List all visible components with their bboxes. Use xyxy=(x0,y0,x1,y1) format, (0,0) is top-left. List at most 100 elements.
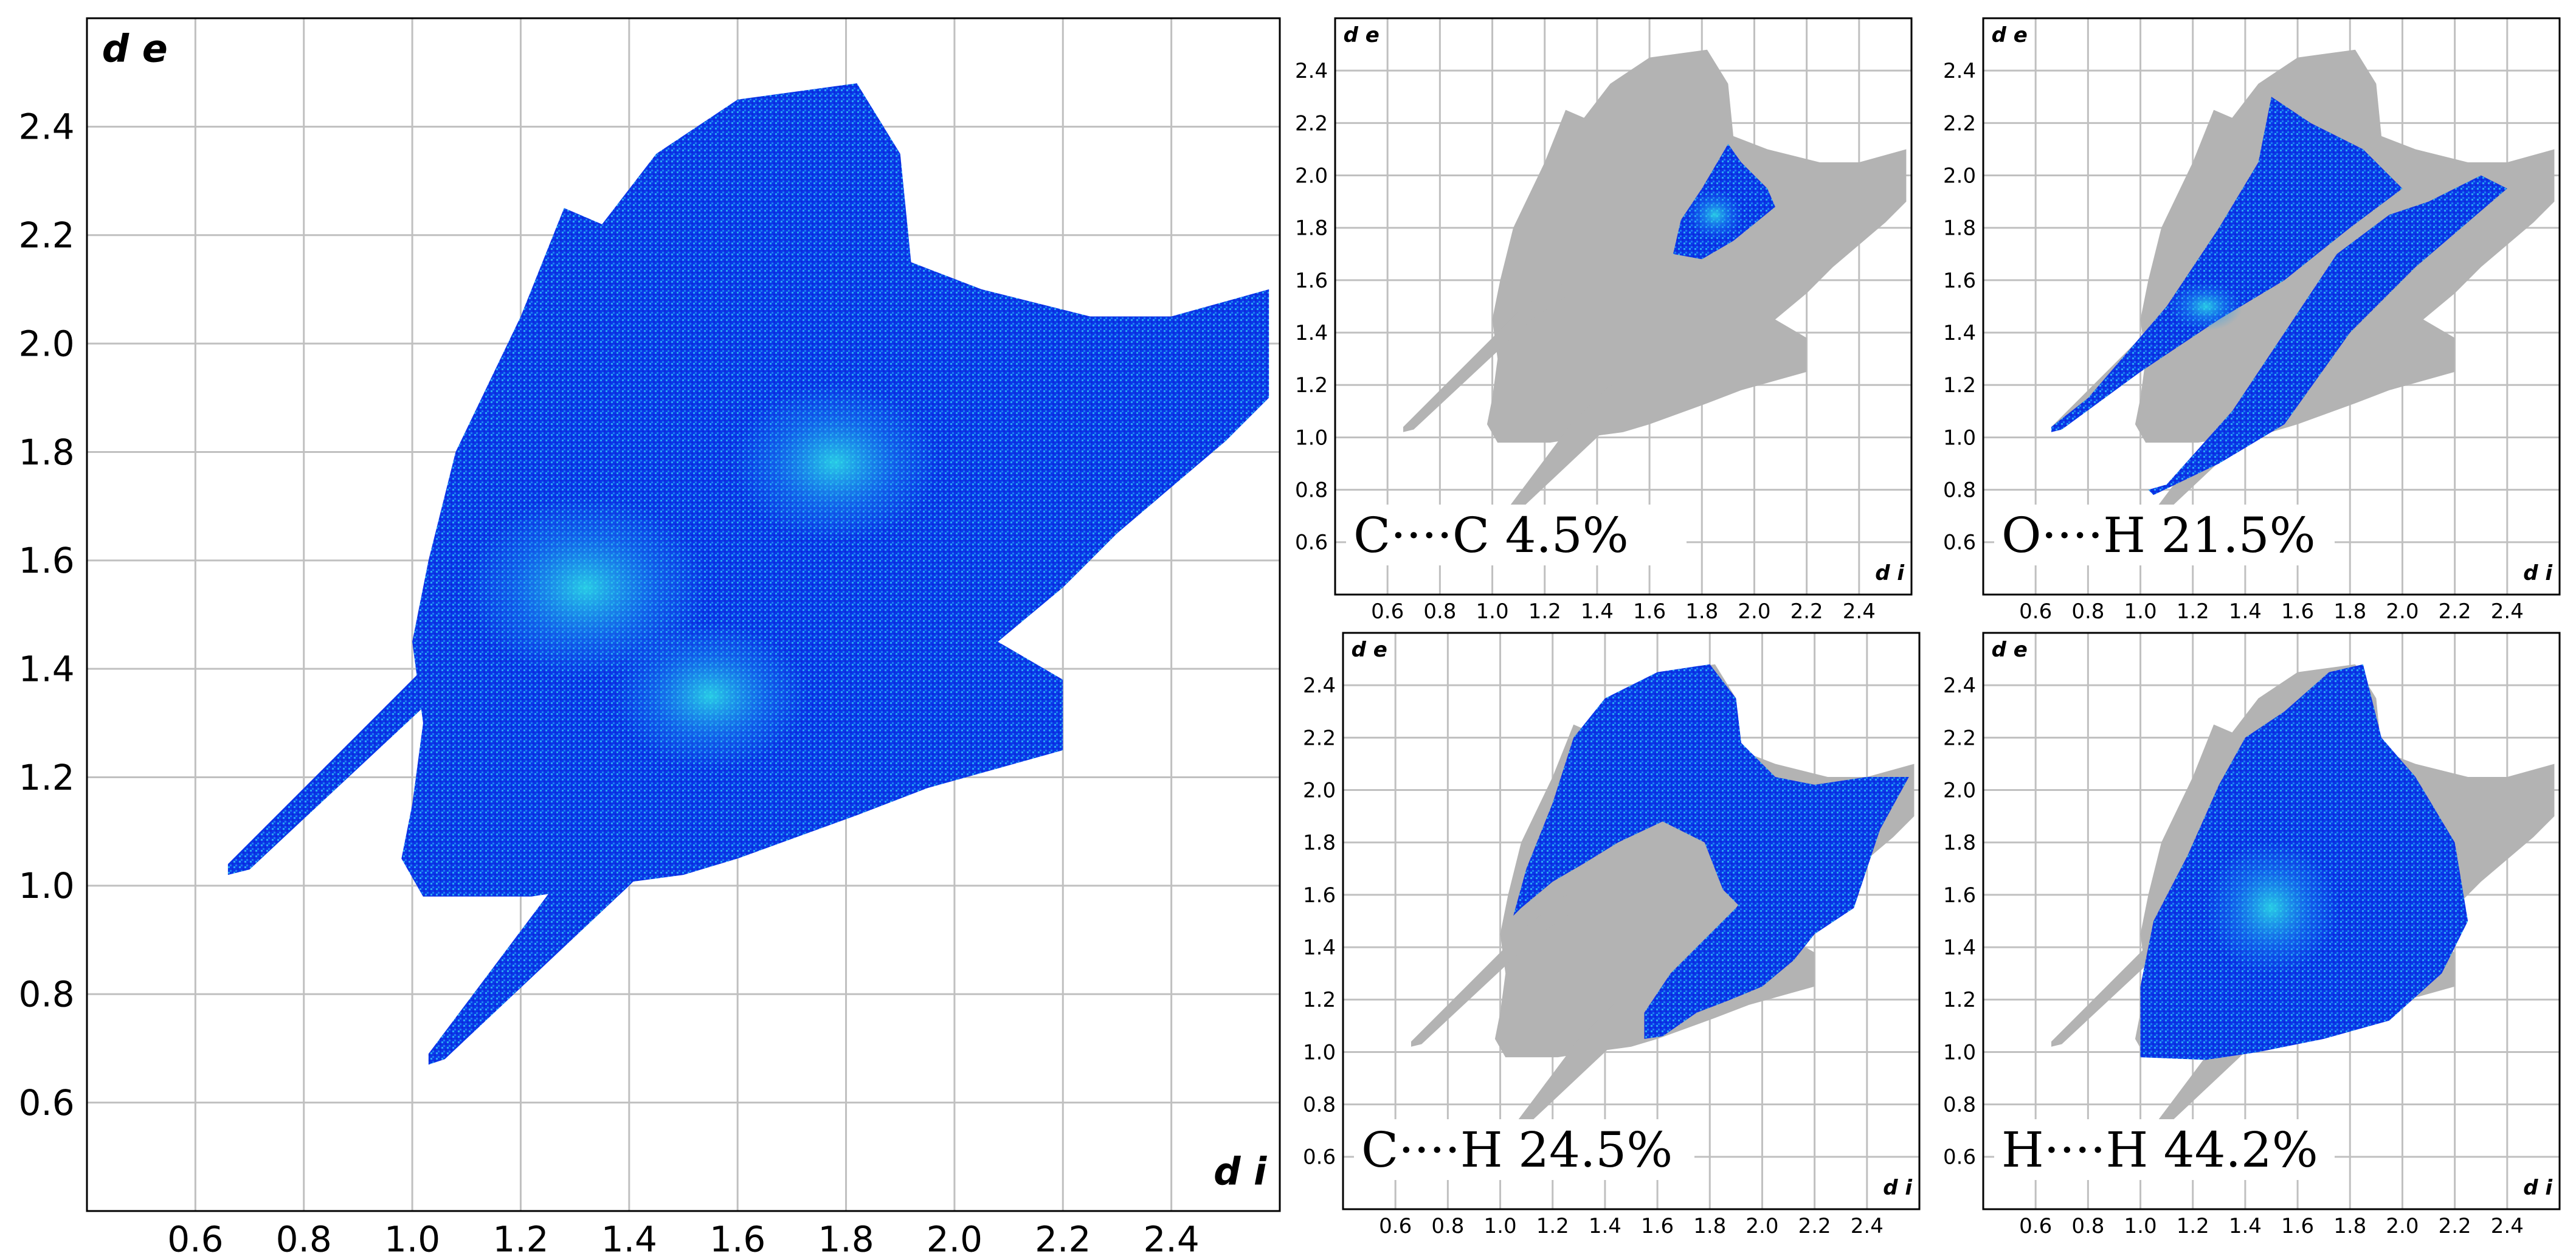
x-tick-label: 2.0 xyxy=(1746,1214,1778,1238)
density-CH xyxy=(1411,664,1915,1139)
x-tick-label: 2.4 xyxy=(2491,1214,2524,1238)
y-tick-label: 1.6 xyxy=(1943,269,1976,293)
density-ch-lower-wing xyxy=(1644,829,1880,1039)
density-hotspot xyxy=(1687,190,1742,240)
x-tick-label: 1.8 xyxy=(1685,599,1718,624)
y-tick-label: 1.4 xyxy=(18,648,74,689)
x-tick-label: 0.6 xyxy=(2019,1214,2052,1238)
x-tick-label: 2.0 xyxy=(1738,599,1770,624)
y-tick-label: 1.2 xyxy=(1303,988,1336,1012)
y-tick-label: 2.0 xyxy=(1943,778,1976,802)
y-axis-label: d e xyxy=(1992,638,2028,662)
x-tick-label: 1.8 xyxy=(2333,1214,2366,1238)
x-tick-label: 1.8 xyxy=(1693,1214,1726,1238)
x-tick-label: 0.6 xyxy=(1379,1214,1412,1238)
contact-caption: C····H 24.5% xyxy=(1361,1122,1673,1178)
x-tick-label: 1.8 xyxy=(2333,599,2366,624)
density-full xyxy=(227,83,1269,1065)
x-tick-label: 1.4 xyxy=(1581,599,1614,624)
plot-frame xyxy=(86,17,1281,1212)
x-tick-label: 2.2 xyxy=(1790,599,1823,624)
y-tick-label: 2.2 xyxy=(1303,726,1336,750)
x-tick-label: 1.6 xyxy=(1641,1214,1674,1238)
x-tick-label: 2.0 xyxy=(2386,599,2419,624)
x-axis-label: d i xyxy=(1875,561,1905,585)
y-tick-label: 2.4 xyxy=(1303,674,1336,698)
density-CC xyxy=(1403,49,1907,524)
x-tick-label: 0.8 xyxy=(1431,1214,1464,1238)
y-tick-label: 0.8 xyxy=(18,974,74,1015)
caption-background xyxy=(1354,1119,1694,1180)
plot-frame xyxy=(1982,632,2561,1210)
y-tick-label: 1.2 xyxy=(1943,988,1976,1012)
x-tick-label: 2.4 xyxy=(2491,599,2524,624)
x-tick-label: 0.6 xyxy=(1371,599,1404,624)
y-tick-label: 2.0 xyxy=(1943,164,1976,188)
y-tick-label: 0.6 xyxy=(1943,1145,1976,1170)
y-tick-label: 1.0 xyxy=(1943,1040,1976,1064)
x-tick-label: 2.2 xyxy=(2439,599,2471,624)
x-tick-label: 2.0 xyxy=(2386,1214,2419,1238)
y-tick-label: 0.8 xyxy=(1303,1093,1336,1117)
y-tick-label: 2.2 xyxy=(1943,726,1976,750)
panel-full: 0.6 0.8 1.0 1.2 1.4 1.6 1.8 2.0 2.2 2.4 0.6 0.8 1.0 1… xyxy=(18,17,1281,1256)
y-tick-label: 0.8 xyxy=(1295,478,1328,503)
x-tick-label: 1.8 xyxy=(818,1219,874,1256)
contact-caption: O····H 21.5% xyxy=(2001,507,2316,564)
y-tick-label: 1.6 xyxy=(18,540,74,581)
x-tick-label: 1.4 xyxy=(601,1219,657,1256)
y-tick-label: 0.6 xyxy=(1295,531,1328,555)
y-tick-label: 1.2 xyxy=(18,757,74,798)
x-tick-label: 2.4 xyxy=(1144,1219,1200,1256)
x-tick-label: 1.6 xyxy=(1633,599,1666,624)
x-tick-label: 2.4 xyxy=(1851,1214,1884,1238)
y-tick-label: 1.0 xyxy=(1303,1040,1336,1064)
grey-full-region xyxy=(2135,49,2555,443)
x-tick-label: 1.2 xyxy=(2177,1214,2209,1238)
density-spike-lower xyxy=(428,777,711,1065)
x-tick-label: 2.2 xyxy=(1035,1219,1091,1256)
y-tick-label: 1.2 xyxy=(1943,373,1976,398)
y-tick-label: 2.4 xyxy=(1943,674,1976,698)
y-tick-label: 2.0 xyxy=(1295,164,1328,188)
y-tick-label: 1.6 xyxy=(1943,883,1976,908)
y-tick-label: 1.8 xyxy=(1943,216,1976,241)
y-tick-label: 0.8 xyxy=(1943,478,1976,503)
y-axis-label: d e xyxy=(102,26,168,71)
y-tick-label: 1.0 xyxy=(1295,426,1328,450)
caption-background xyxy=(1346,505,1687,565)
y-tick-label: 2.2 xyxy=(18,215,74,256)
density-hotspot-center xyxy=(613,623,808,769)
y-tick-label: 1.4 xyxy=(1303,936,1336,960)
x-tick-label: 1.6 xyxy=(2281,599,2314,624)
x-tick-label: 1.6 xyxy=(2281,1214,2314,1238)
x-axis-label: d i xyxy=(1883,1176,1913,1200)
x-tick-label: 1.0 xyxy=(2124,599,2157,624)
y-tick-label: 1.8 xyxy=(1295,216,1328,241)
y-tick-label: 0.6 xyxy=(1303,1145,1336,1170)
x-tick-label: 2.0 xyxy=(927,1219,982,1256)
density-oh-upper-spike xyxy=(2051,97,2403,432)
y-tick-label: 0.6 xyxy=(1943,531,1976,555)
x-tick-label: 1.0 xyxy=(1476,599,1509,624)
y-axis-label: d e xyxy=(1992,23,2028,47)
x-tick-label: 2.2 xyxy=(2439,1214,2471,1238)
density-HH xyxy=(2051,664,2555,1139)
density-hotspot-left xyxy=(464,496,708,679)
plot-frame xyxy=(1334,17,1913,596)
panel-HH: 0.6 0.8 1.0 1.2 1.4 1.6 1.8 2.0 2.2 2.4 0.6 0.8 1.0 1… xyxy=(1943,632,2561,1238)
x-axis-label: d i xyxy=(2523,561,2553,585)
x-tick-label: 0.8 xyxy=(2071,599,2104,624)
density-oh-lower-spike xyxy=(2148,175,2507,495)
caption-background xyxy=(1994,505,2335,565)
x-tick-label: 0.6 xyxy=(167,1219,223,1256)
y-tick-label: 1.4 xyxy=(1295,321,1328,345)
density-hotspot xyxy=(2205,841,2338,975)
y-tick-label: 2.2 xyxy=(1943,111,1976,136)
y-tick-label: 1.8 xyxy=(1303,831,1336,855)
x-tick-label: 2.4 xyxy=(1843,599,1876,624)
y-tick-label: 2.4 xyxy=(1295,59,1328,83)
density-hotspot-upper xyxy=(731,384,939,542)
y-tick-label: 2.4 xyxy=(18,106,74,148)
